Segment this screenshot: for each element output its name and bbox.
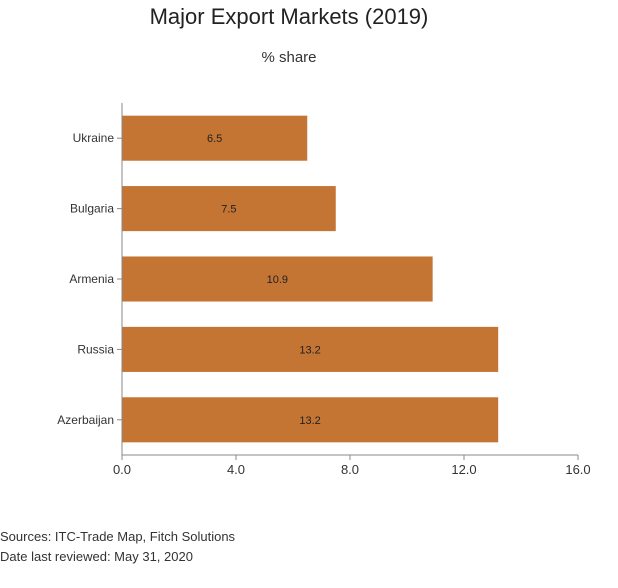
data-label: 7.5 [221,204,236,216]
data-label: 13.2 [299,344,320,356]
bar [122,186,336,232]
x-tick-label: 12.0 [451,462,476,477]
x-tick-label: 8.0 [341,462,359,477]
category-label: Ukraine [73,131,115,145]
bar [122,256,433,302]
category-label: Bulgaria [70,202,114,216]
data-label: 10.9 [267,274,288,286]
x-tick-label: 4.0 [227,462,245,477]
bar [122,397,499,443]
x-tick-label: 16.0 [565,462,590,477]
category-label: Russia [77,342,114,356]
bar [122,115,308,161]
chart-subtitle: % share [261,49,317,66]
category-label: Armenia [69,272,114,286]
bar-chart: Ukraine 6.5 Bulgaria 7.5 Armenia 10.9 Russia 13… [57,103,591,477]
date-reviewed-note: Date last reviewed: May 31, 2020 [0,549,193,564]
sources-note: Sources: ITC-Trade Map, Fitch Solutions [0,529,236,544]
data-label: 13.2 [299,415,320,427]
x-tick-label: 0.0 [113,462,131,477]
bar [122,326,499,372]
data-label: 6.5 [207,133,222,145]
chart-title: Major Export Markets (2019) [149,4,429,29]
category-label: Azerbaijan [57,413,114,427]
